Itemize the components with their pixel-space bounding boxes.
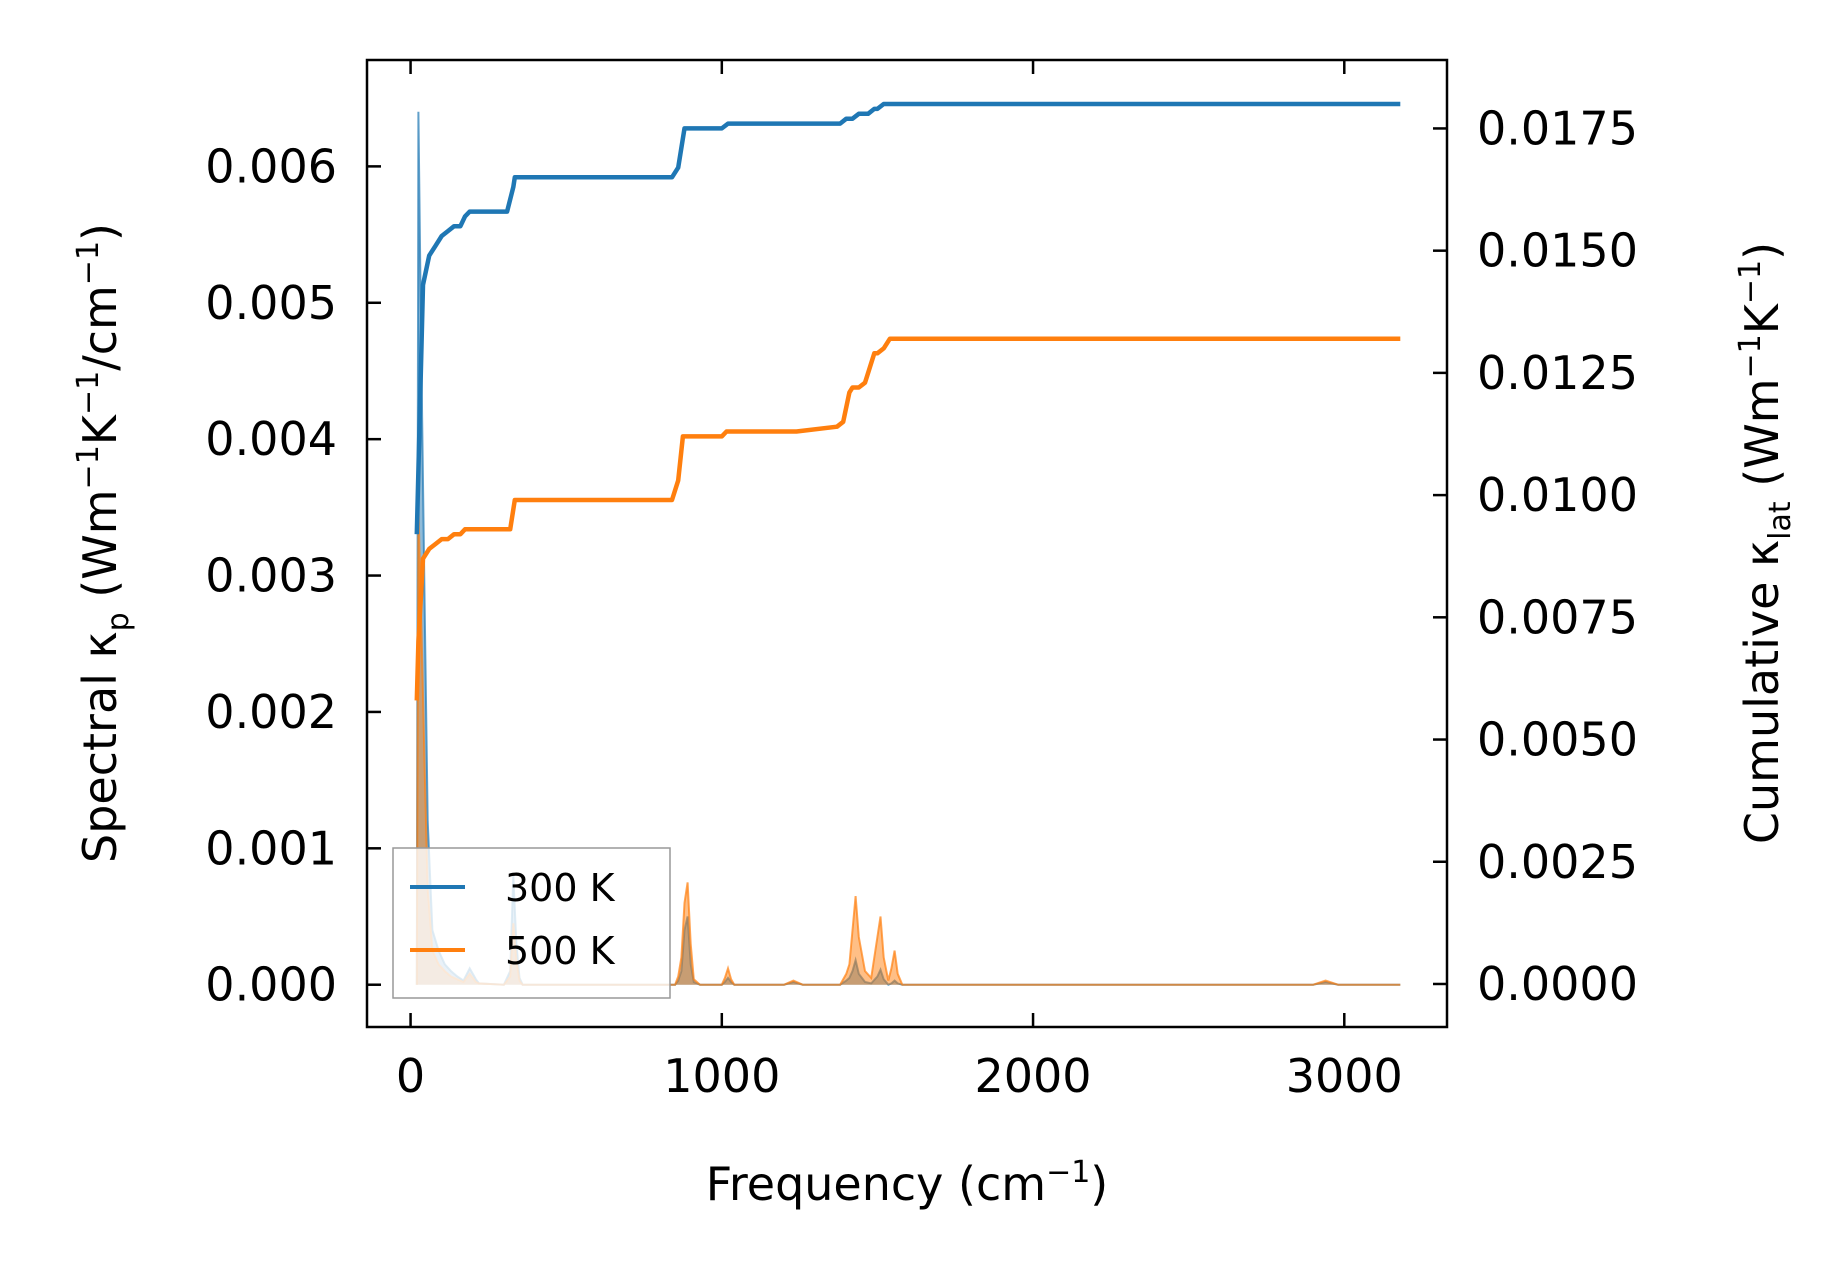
y-left-tick-label: 0.004 (205, 412, 337, 466)
x-axis-title: Frequency (cm−1) (706, 1155, 1109, 1211)
x-tick-label: 0 (396, 1049, 425, 1103)
y-right-tick-label: 0.0150 (1477, 224, 1638, 278)
cumulative-line-300k (414, 101, 1401, 535)
legend: 300 K 500 K (392, 847, 671, 999)
y-right-tick-label: 0.0050 (1477, 713, 1638, 767)
x-tick-label: 1000 (663, 1049, 780, 1103)
y-left-tick-label: 0.002 (205, 685, 337, 739)
x-tick-label: 2000 (975, 1049, 1092, 1103)
y-right-tick-label: 0.0025 (1477, 835, 1638, 889)
y-right-tick-label: 0.0125 (1477, 346, 1638, 400)
y-axis-left-title: Spectral κp (Wm−1K−1/cm−1) (71, 223, 136, 863)
y-axis-right-title: Cumulative κlat (Wm−1K−1) (1733, 242, 1798, 844)
y-left-tick-label: 0.005 (205, 276, 337, 330)
cumulative-line-500k (414, 336, 1401, 701)
cumulative-layer (414, 101, 1401, 701)
legend-frame (392, 847, 671, 999)
y-left-tick-label: 0.000 (205, 958, 337, 1012)
y-left-tick-label: 0.003 (205, 549, 337, 603)
legend-label-500k: 500 K (505, 929, 616, 973)
ticks-layer: 0 1000 2000 3000 0.000 0.001 0.002 0.003 0.004 0.… (205, 60, 1638, 1103)
y-right-tick-label: 0.0000 (1477, 957, 1638, 1011)
y-right-tick-label: 0.0100 (1477, 468, 1638, 522)
y-left-tick-label: 0.006 (205, 139, 337, 193)
y-left-tick-label: 0.001 (205, 821, 337, 875)
plot-frame (365, 58, 1449, 1029)
x-tick-label: 3000 (1286, 1049, 1403, 1103)
y-right-tick-label: 0.0075 (1477, 590, 1638, 644)
legend-label-300k: 300 K (505, 866, 616, 910)
y-right-tick-label: 0.0175 (1477, 101, 1638, 155)
